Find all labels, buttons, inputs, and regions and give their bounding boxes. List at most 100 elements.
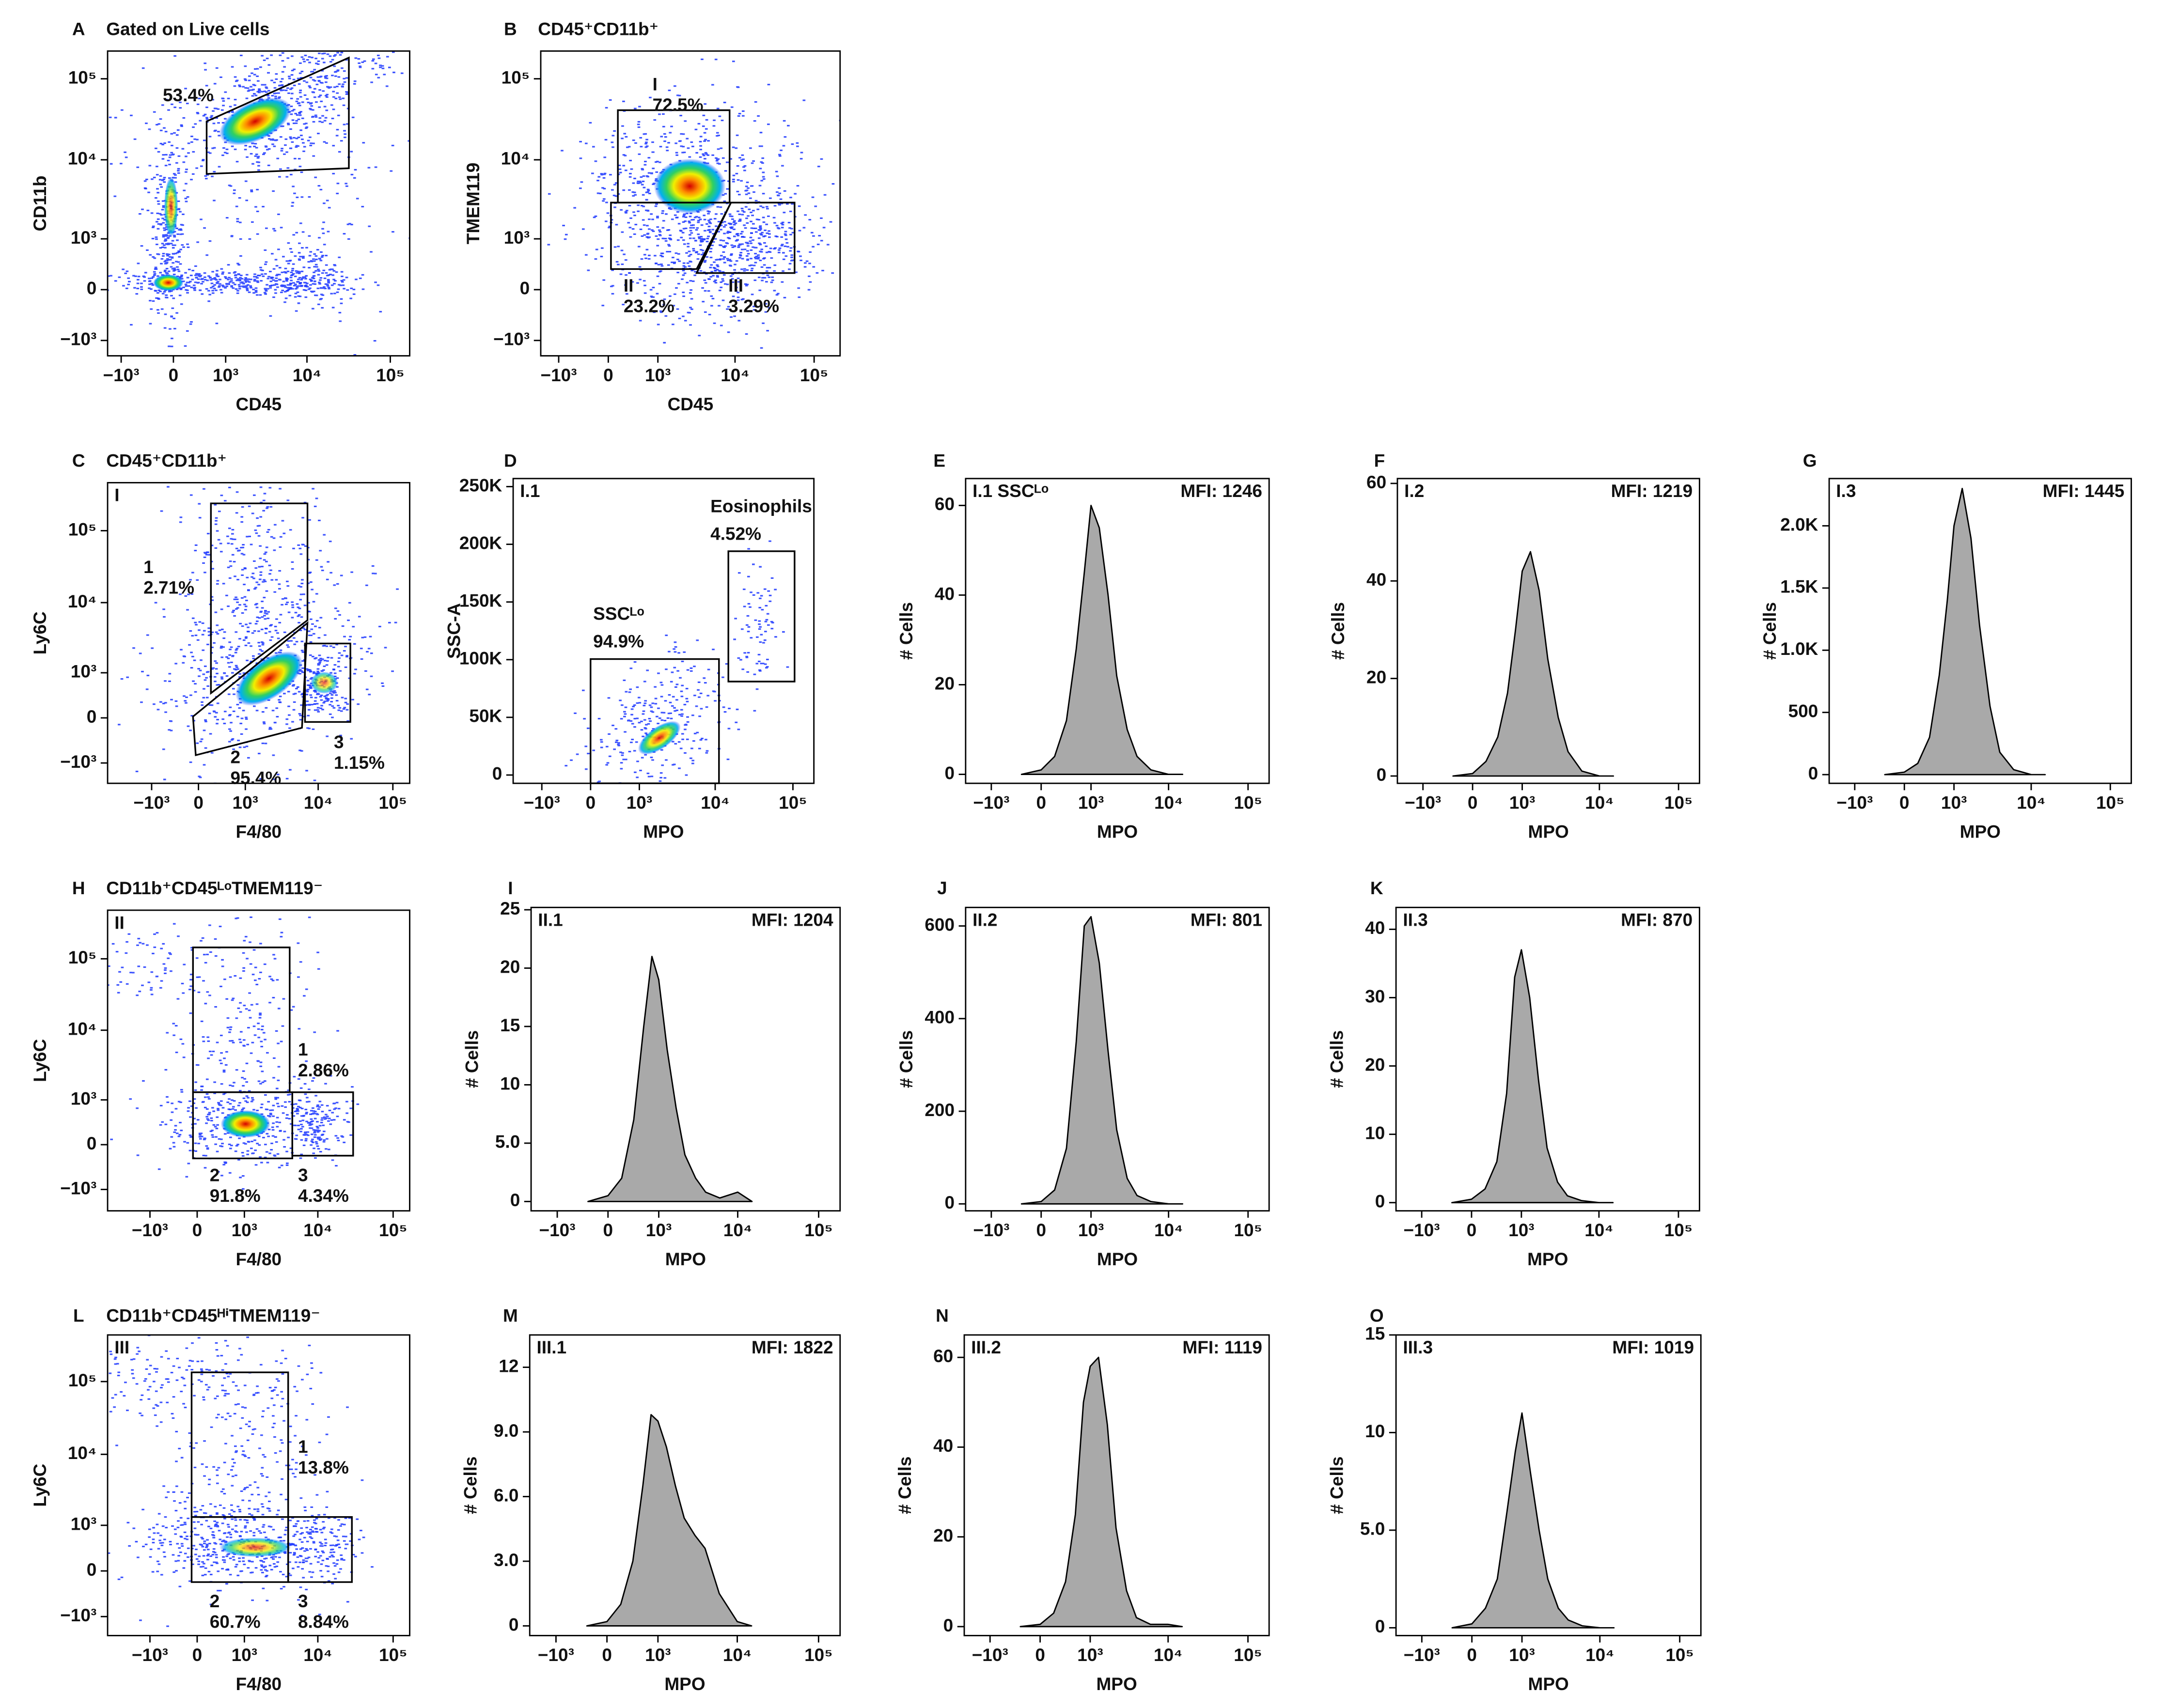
y-tick-label: 12	[499, 1355, 518, 1376]
panel: N III.2 MFI: 1119 −10³ 0 10³ 10⁴ 10⁵ 0 20 40 60 MPO #…	[894, 1305, 1270, 1694]
x-tick-label: 10⁵	[379, 1645, 408, 1665]
y-tick-label: 1.5K	[1780, 576, 1818, 597]
panel-letter: G	[1803, 450, 1817, 471]
y-axis-label: # Cells	[460, 1457, 480, 1514]
y-tick-label: 10³	[71, 661, 96, 682]
gate-name: II	[624, 275, 634, 295]
y-tick-label: 10³	[71, 227, 96, 248]
x-tick-label: 10³	[232, 1645, 257, 1665]
population-label: I.2	[1404, 481, 1424, 501]
gate	[192, 621, 309, 757]
population-label: I.1 SSCᴸᵒ	[972, 481, 1049, 501]
gate-name: SSCᴸᵒ	[593, 604, 644, 624]
y-axis-label: # Cells	[1326, 1457, 1347, 1514]
population-label: I.1	[520, 481, 540, 501]
histogram-area	[1452, 551, 1614, 777]
x-tick-label: −10³	[973, 1220, 1009, 1240]
mfi-label: MFI: 801	[1191, 910, 1262, 930]
plot-frame	[965, 478, 1270, 784]
x-tick-label: 10⁵	[804, 1220, 833, 1240]
gate-name: 3	[298, 1591, 308, 1611]
mfi-label: MFI: 1822	[752, 1337, 833, 1357]
gate	[610, 202, 733, 270]
y-tick-label: 0	[509, 1614, 519, 1634]
gate-percent: 8.84%	[298, 1612, 349, 1632]
y-tick-label: −10³	[60, 751, 96, 772]
gate-percent: 91.8%	[210, 1185, 261, 1206]
panel-letter: M	[503, 1305, 518, 1326]
x-axis-label: MPO	[665, 1249, 706, 1269]
histogram-area	[586, 1414, 752, 1627]
y-tick-label: 1.0K	[1780, 638, 1818, 659]
x-tick-label: 10⁴	[304, 792, 332, 813]
y-tick-label: 6.0	[494, 1485, 518, 1505]
x-tick-label: −10³	[540, 365, 577, 385]
y-tick-label: 20	[935, 673, 955, 693]
y-tick-label: 10⁵	[502, 67, 530, 87]
y-tick-label: 0	[1808, 763, 1818, 783]
x-tick-label: 10⁵	[779, 792, 807, 813]
y-tick-label: 10³	[504, 227, 530, 248]
y-tick-label: 10	[1365, 1122, 1385, 1143]
panel-title: CD11b⁺CD45ᴴⁱTMEM119⁻	[106, 1305, 320, 1326]
x-tick-label: 10⁵	[804, 1645, 833, 1665]
density-core	[219, 1537, 291, 1557]
gate-name: 3	[298, 1165, 308, 1185]
x-tick-label: 10³	[1509, 792, 1535, 813]
panel: E I.1 SSCᴸᵒ MFI: 1246 −10³ 0 10³ 10⁴ 10⁵ 0 20 40 60…	[896, 450, 1270, 841]
y-tick-label: 60	[933, 1346, 953, 1366]
x-tick-label: 10³	[645, 1645, 671, 1665]
y-axis-label: # Cells	[1759, 602, 1780, 660]
plot-area	[108, 1335, 374, 1627]
x-tick-label: −10³	[1404, 1645, 1440, 1665]
y-tick-label: 10³	[71, 1514, 96, 1534]
y-tick-label: 150K	[459, 590, 502, 611]
y-tick-label: 500	[1788, 700, 1818, 721]
x-tick-label: 10⁵	[1234, 1220, 1262, 1240]
y-tick-label: 3.0	[494, 1550, 518, 1570]
population-label: I	[114, 485, 119, 505]
gate-percent: 3.29%	[728, 296, 779, 316]
x-tick-label: 0	[1036, 792, 1046, 813]
x-tick-label: −10³	[539, 1220, 575, 1240]
event-dots	[109, 1335, 349, 1435]
panel-letter: I	[508, 878, 513, 898]
x-tick-label: 10⁵	[1665, 1645, 1694, 1665]
x-axis-label: CD45	[235, 394, 282, 414]
x-tick-label: 10⁴	[1154, 1645, 1182, 1665]
gate-name: 1	[298, 1436, 308, 1457]
plot-frame	[965, 906, 1270, 1212]
gate-percent: 1.15%	[334, 752, 385, 773]
y-tick-label: 0	[520, 278, 530, 298]
mfi-label: MFI: 870	[1621, 910, 1693, 930]
y-axis-label: TMEM119	[463, 163, 483, 245]
x-tick-label: 0	[192, 1220, 203, 1240]
gate	[205, 56, 350, 175]
gate-name: Eosinophils	[710, 496, 812, 516]
y-tick-label: 40	[1366, 569, 1386, 590]
plot-frame	[530, 906, 841, 1212]
y-tick-label: 10⁵	[68, 1370, 97, 1390]
x-axis-label: F4/80	[235, 821, 282, 841]
x-tick-label: 10⁴	[1585, 1645, 1614, 1665]
histogram-area	[1020, 505, 1183, 776]
y-tick-label: 2.0K	[1780, 514, 1818, 534]
plot-area	[108, 51, 410, 356]
density-core	[235, 651, 303, 706]
gate-percent: 4.34%	[298, 1185, 349, 1206]
panel-title: CD45⁺CD11b⁺	[106, 450, 227, 471]
x-tick-label: −10³	[132, 1220, 168, 1240]
x-tick-label: −10³	[132, 1645, 168, 1665]
x-tick-label: 0	[603, 1220, 613, 1240]
plot-area	[117, 482, 399, 784]
panel: G I.3 MFI: 1445 −10³ 0 10³ 10⁴ 10⁵ 0 500 1.0K 1.5K 2…	[1759, 450, 2132, 841]
plot-frame	[529, 1334, 841, 1636]
y-tick-label: 10	[500, 1073, 520, 1093]
x-axis-label: MPO	[643, 821, 684, 841]
y-tick-label: 600	[925, 914, 955, 934]
population-label: II.3	[1403, 910, 1427, 930]
x-axis-label: MPO	[664, 1674, 705, 1694]
gate	[695, 202, 796, 274]
y-tick-label: 400	[925, 1007, 955, 1027]
gate	[291, 1091, 354, 1157]
